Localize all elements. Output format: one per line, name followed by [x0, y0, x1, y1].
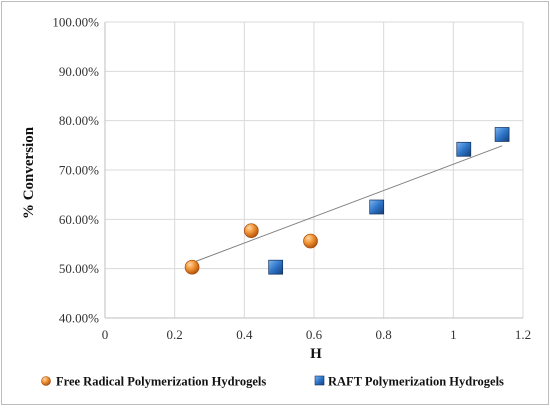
- x-tick-label: 0.6: [306, 327, 323, 342]
- legend: Free Radical Polymerization Hydrogels RA…: [41, 375, 504, 389]
- data-point-raft: [268, 259, 284, 275]
- data-point-free-radical: [243, 223, 259, 239]
- legend-label-free-radical: Free Radical Polymerization Hydrogels: [56, 375, 266, 389]
- grid-lines: [104, 21, 524, 319]
- y-tick-label: 90.00%: [59, 64, 99, 79]
- x-tick-labels: 0 0.2 0.4 0.6 0.8 1 1.2: [102, 327, 531, 342]
- data-point-raft: [456, 141, 472, 157]
- axes: [104, 22, 523, 319]
- x-tick-label: 1.2: [515, 327, 531, 342]
- scatter-chart: 40.00%50.00%60.00%70.00%80.00%90.00%100.…: [21, 15, 531, 389]
- x-axis-title: H: [310, 346, 322, 362]
- data-point-free-radical: [303, 233, 318, 249]
- y-tick-labels: 40.00% 50.00% 60.00% 70.00% 80.00% 90.00% 100.…: [52, 15, 99, 326]
- x-tick-label: 0: [102, 327, 109, 342]
- y-tick-label: 100.00%: [52, 15, 99, 30]
- data-point-raft: [494, 127, 510, 142]
- y-tick-label: 60.00%: [59, 212, 99, 227]
- y-tick-label: 40.00%: [59, 311, 99, 326]
- y-tick-label: 50.00%: [59, 261, 99, 276]
- x-tick-label: 0.2: [167, 327, 183, 342]
- y-axis-title: % Conversion: [21, 126, 37, 219]
- legend-label-raft: RAFT Polymerization Hydrogels: [328, 375, 504, 389]
- data-point-raft: [369, 199, 385, 215]
- chart-frame: 40.00% 50.00% 60.00% 70.00% 80.00% 90.00% 100.…: [1, 1, 549, 405]
- data-point-free-radical: [184, 259, 200, 275]
- x-tick-label: 1: [450, 327, 457, 342]
- data-points: [184, 127, 510, 275]
- x-tick-label: 0.8: [376, 327, 392, 342]
- trendline-layer: [191, 145, 503, 264]
- y-tick-label: 80.00%: [59, 113, 99, 128]
- x-tick-label: 0.4: [236, 327, 253, 342]
- trendline: [191, 145, 503, 264]
- y-tick-label: 70.00%: [59, 163, 99, 178]
- legend-marker-raft: [314, 375, 325, 386]
- legend-marker-free-radical: [41, 376, 51, 386]
